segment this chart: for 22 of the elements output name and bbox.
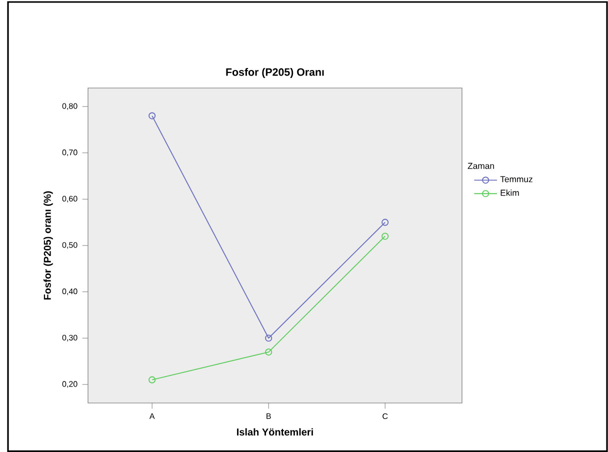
y-tick-label: 0,60 [62, 196, 78, 202]
y-tick-label: 0,40 [62, 288, 78, 296]
y-tick-label: 0,20 [62, 381, 78, 388]
point [265, 348, 272, 356]
point [265, 334, 272, 342]
point [382, 232, 389, 240]
x-tick-label: B [266, 413, 271, 419]
x-axis-title: Islah Yöntemleri [237, 428, 313, 436]
y-tick-label: 0,30 [62, 334, 78, 342]
chart-title: Fosfor (P205) Oranı [226, 68, 324, 78]
legend-label: Temmuz [500, 176, 532, 182]
point [382, 218, 389, 226]
point [148, 376, 156, 384]
y-tick-label: 0,70 [62, 150, 78, 156]
y-tick-label: 0,50 [62, 242, 78, 249]
y-axis-title: Fosfor (P205) oranı (%) [44, 191, 53, 300]
point [148, 112, 156, 120]
y-tick-label: 0,80 [62, 103, 78, 110]
x-tick-label: C [382, 413, 388, 420]
legend-title: Zaman [468, 162, 494, 169]
legend-label: Ekim [500, 189, 519, 196]
x-tick-label: A [149, 413, 155, 419]
